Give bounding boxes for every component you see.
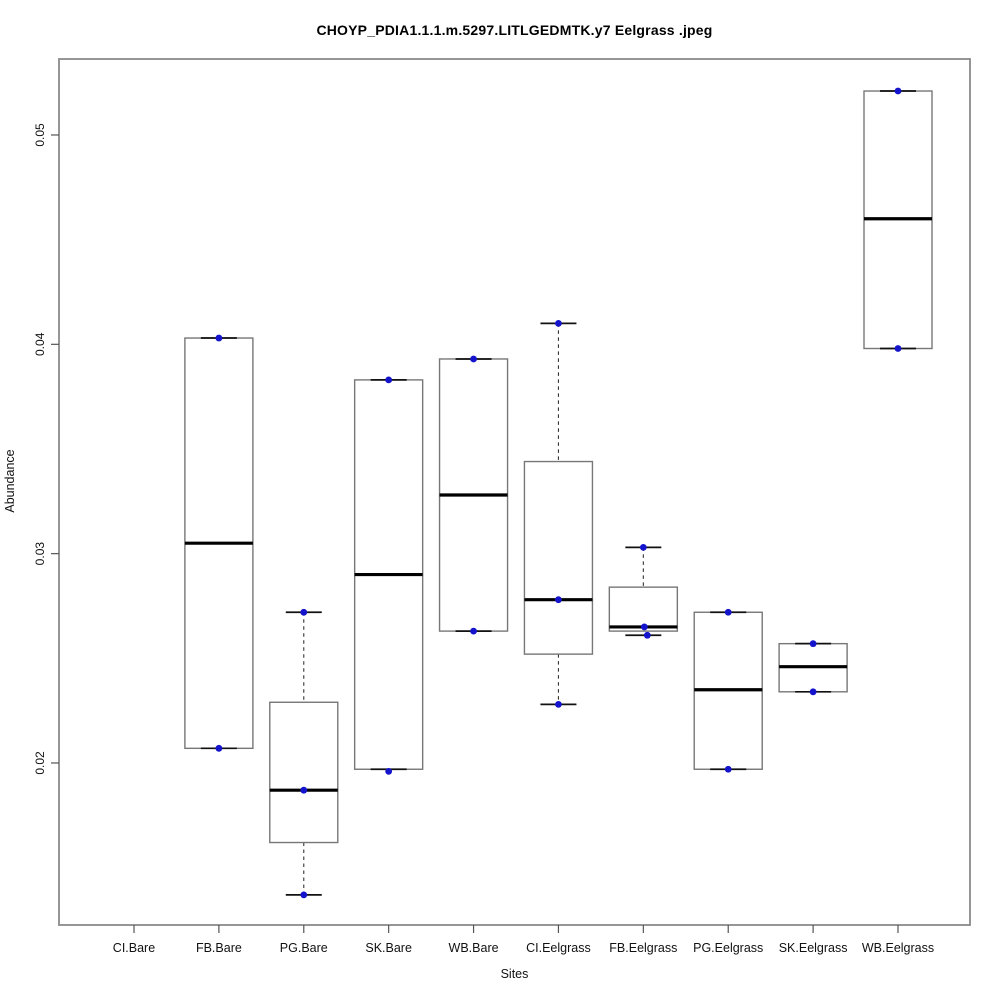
x-category-label: CI.Eelgrass bbox=[526, 941, 591, 955]
data-point-SK.Bare bbox=[385, 376, 393, 384]
data-point-WB.Bare bbox=[470, 355, 477, 363]
plot-frame bbox=[58, 58, 971, 926]
data-point-FB.Eelgrass bbox=[639, 543, 647, 551]
data-point-CI.Eelgrass bbox=[555, 596, 562, 604]
data-point-WB.Eelgrass bbox=[894, 87, 902, 95]
data-point-CI.Eelgrass bbox=[555, 319, 562, 327]
x-category-label: SK.Eelgrass bbox=[779, 941, 848, 955]
y-axis-title: Abundance bbox=[3, 449, 17, 513]
data-point-FB.Eelgrass bbox=[640, 623, 648, 631]
data-point-PG.Eelgrass bbox=[724, 765, 732, 773]
y-tick-label: 0.05 bbox=[33, 123, 47, 147]
data-point-FB.Eelgrass bbox=[643, 631, 651, 639]
data-point-PG.Bare bbox=[300, 891, 308, 899]
x-category-label: FB.Bare bbox=[196, 941, 242, 955]
x-category-label: WB.Bare bbox=[449, 941, 499, 955]
x-category-label: PG.Eelgrass bbox=[693, 941, 763, 955]
y-tick-label: 0.03 bbox=[33, 542, 47, 566]
data-point-FB.Bare bbox=[215, 744, 223, 752]
data-point-SK.Eelgrass bbox=[809, 688, 817, 696]
data-point-PG.Eelgrass bbox=[724, 608, 732, 616]
x-category-label: CI.Bare bbox=[113, 941, 155, 955]
data-point-SK.Bare bbox=[385, 767, 393, 775]
x-category-label: SK.Bare bbox=[365, 941, 412, 955]
y-tick-label: 0.02 bbox=[33, 751, 47, 775]
x-axis-title: Sites bbox=[500, 967, 529, 981]
data-point-SK.Eelgrass bbox=[809, 640, 817, 648]
x-category-label: FB.Eelgrass bbox=[609, 941, 677, 955]
data-point-FB.Bare bbox=[215, 334, 223, 342]
data-point-PG.Bare bbox=[300, 786, 308, 794]
y-tick-label: 0.04 bbox=[33, 332, 47, 356]
data-point-CI.Eelgrass bbox=[555, 700, 562, 708]
chart-title: CHOYP_PDIA1.1.1.m.5297.LITLGEDMTK.y7 Eel… bbox=[316, 22, 713, 38]
data-point-WB.Eelgrass bbox=[894, 345, 902, 352]
x-category-label: PG.Bare bbox=[280, 941, 328, 955]
x-category-label: WB.Eelgrass bbox=[862, 941, 934, 955]
data-point-WB.Bare bbox=[470, 627, 477, 635]
box-CI.Eelgrass bbox=[523, 460, 594, 655]
box-PG.Bare bbox=[269, 701, 339, 844]
data-point-PG.Bare bbox=[300, 608, 308, 616]
